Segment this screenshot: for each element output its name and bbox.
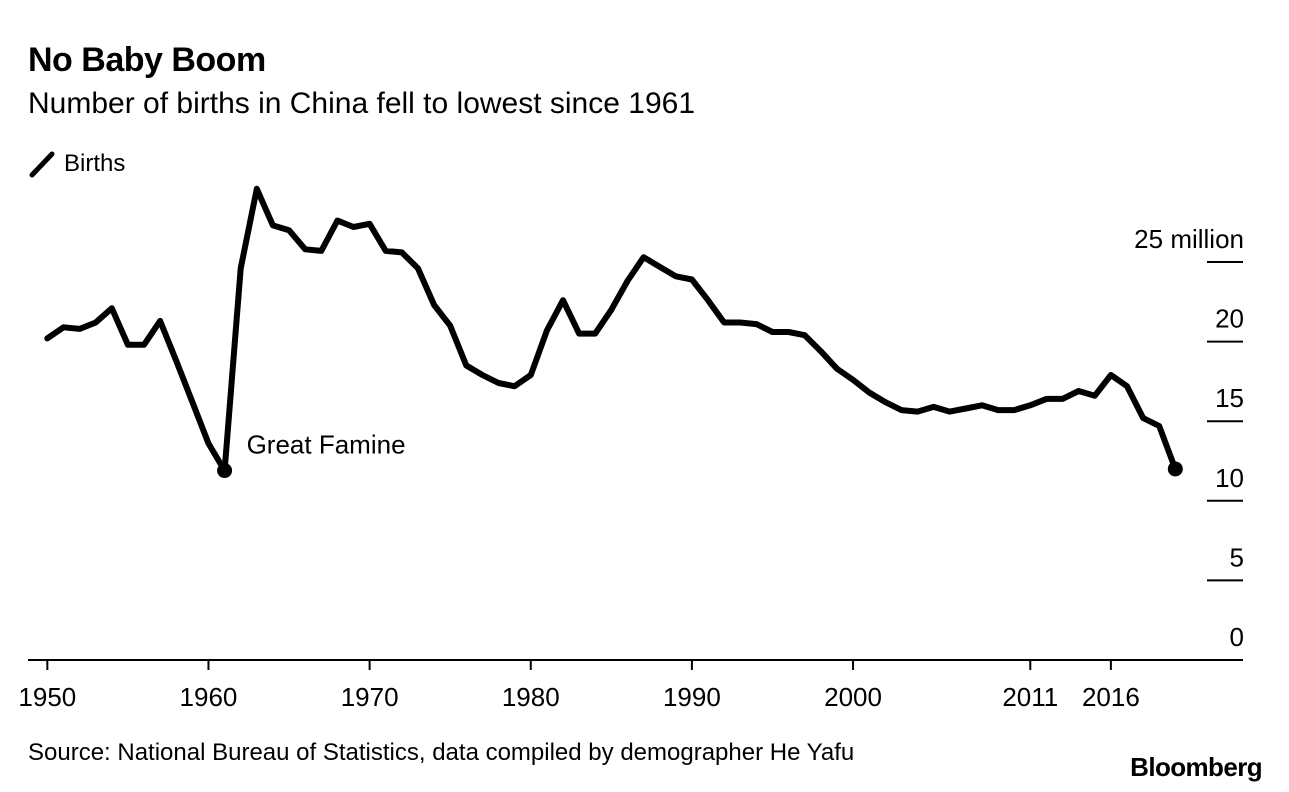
x-tick-label: 2016	[1082, 682, 1140, 712]
y-tick-label: 0	[1230, 622, 1244, 652]
y-tick-label: 5	[1230, 542, 1244, 572]
annotation-marker	[217, 463, 233, 479]
x-axis: 1950 1960 1970 1980 1990 2000 2011 2016	[18, 659, 1243, 712]
x-tick-label: 1950	[18, 682, 76, 712]
legend-label-births: Births	[64, 150, 126, 177]
y-axis: 25 million 20 15 10 5 0	[1134, 224, 1244, 652]
chart-title: No Baby Boom	[28, 41, 266, 79]
series-layer	[44, 185, 1179, 474]
x-tick-label: 2011	[1002, 682, 1058, 712]
bloomberg-logo: Bloomberg	[1130, 752, 1262, 782]
y-tick-label: 15	[1215, 383, 1244, 413]
x-tick-label: 1980	[502, 682, 560, 712]
x-tick-label: 2000	[824, 682, 882, 712]
line-swatch-icon	[29, 151, 55, 178]
y-tick-label: 25 million	[1134, 224, 1244, 254]
y-tick-label: 10	[1215, 463, 1244, 493]
annotation-layer: Great Famine	[217, 430, 1183, 479]
annotation-marker	[1167, 461, 1183, 477]
y-tick-label: 20	[1215, 304, 1244, 334]
x-tick-label: 1970	[341, 682, 399, 712]
chart-subtitle: Number of births in China fell to lowest…	[28, 87, 696, 120]
source-note: Source: National Bureau of Statistics, d…	[28, 739, 855, 766]
annotation-label: Great Famine	[247, 430, 406, 460]
legend: Births	[28, 146, 125, 182]
x-tick-label: 1960	[180, 682, 238, 712]
x-tick-label: 1990	[663, 682, 721, 712]
series-line-births	[44, 185, 1179, 474]
